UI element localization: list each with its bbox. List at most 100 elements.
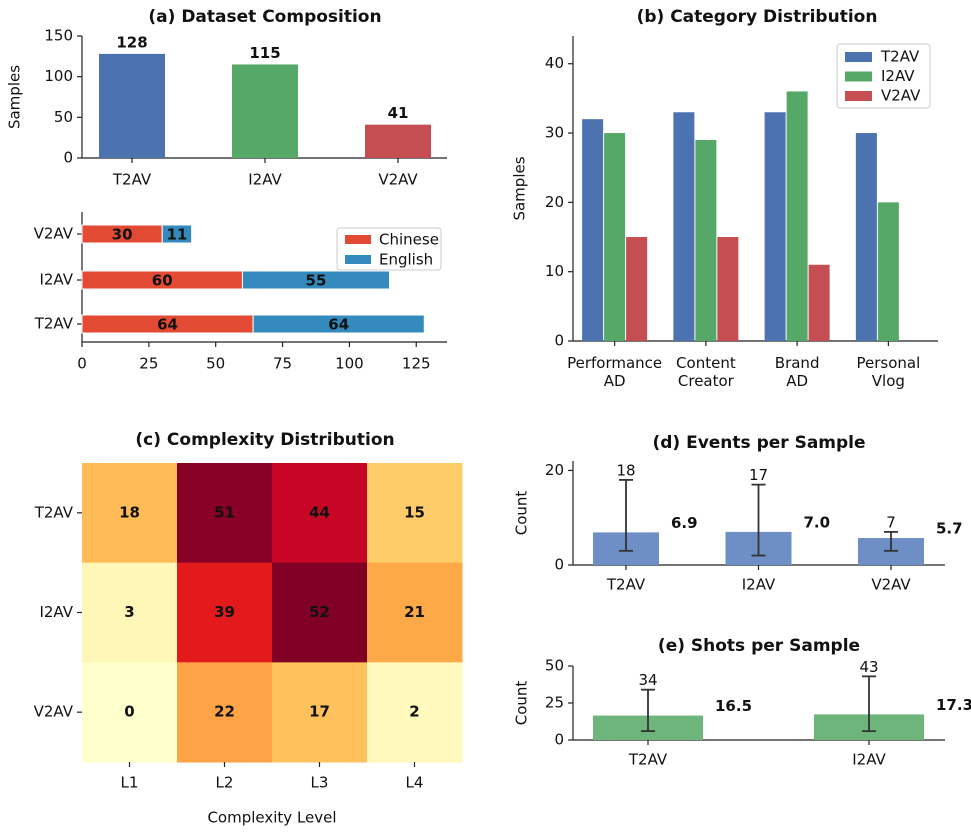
panel-title: (c) Complexity Distribution [135,430,394,450]
segment-label: 55 [306,272,327,290]
heat-cell [82,662,178,763]
max-label: 18 [616,461,635,479]
panel-title: (e) Shots per Sample [658,636,860,656]
bar-segment [241,270,391,290]
y-tick-label: 0 [554,731,564,749]
bar [626,237,648,341]
x-tick-label: 50 [206,355,225,373]
x-tick-label: 25 [139,355,158,373]
y-axis-label: Samples [511,156,529,220]
y-tick-label: 25 [545,694,564,712]
y-tick-label: 150 [44,27,73,45]
bar [582,119,604,341]
y-tick-label: 0 [63,149,73,167]
segment-label: 11 [166,226,187,244]
legend-swatch [845,71,872,82]
panel-title: (b) Category Distribution [637,7,878,27]
x-tick-label: T2AV [628,751,668,769]
x-tick-label: I2AV [248,171,282,189]
bar [717,237,739,341]
value-label: 7.0 [804,513,831,531]
legend-swatch [845,52,872,62]
bar [764,112,786,341]
bar [855,133,877,341]
heat-cell [82,562,178,663]
heat-cell [82,463,178,564]
value-label: 115 [249,44,280,62]
heat-cell [272,662,368,763]
legend-swatch [845,91,872,101]
value-label: 128 [116,33,147,51]
bar [877,202,899,341]
heat-cell [367,562,463,663]
cell-label: 18 [119,503,140,521]
max-label: 43 [859,658,878,676]
heat-cell [367,463,463,564]
legend-swatch [345,235,371,244]
y-tick-label: V2AV [34,225,74,243]
y-tick-label: 0 [554,332,564,350]
y-tick-label: 30 [545,124,564,142]
y-tick-label: 40 [545,54,564,72]
cell-label: 51 [214,503,235,521]
cell-label: 52 [309,603,330,621]
x-tick-label: L4 [406,774,424,792]
y-axis-label: Count [513,681,531,726]
x-tick-label: V2AV [378,171,418,189]
x-tick-label: Brand AD [775,354,820,390]
y-tick-label: 0 [554,556,564,574]
x-tick-label: T2AV [606,576,646,594]
cell-label: 15 [404,503,425,521]
bar [365,124,431,158]
heat-cell [177,463,273,564]
y-tick-label: V2AV [34,703,74,721]
max-label: 34 [638,671,657,689]
y-tick-label: T2AV [34,315,74,333]
y-axis-label: Samples [6,65,24,129]
x-tick-label: L2 [216,774,234,792]
legend-label: English [379,251,433,269]
legend-label: V2AV [881,87,921,105]
heat-cell [272,463,368,564]
max-label: 17 [749,466,768,484]
cell-label: 0 [124,703,134,721]
value-label: 16.5 [715,697,752,715]
x-tick-label: 0 [77,355,87,373]
segment-label: 64 [328,316,349,334]
y-tick-label: 50 [545,657,564,675]
x-tick-label: Performance AD [567,354,662,390]
bar-segment [161,224,193,244]
cell-label: 2 [409,703,419,721]
panel-title: (a) Dataset Composition [148,7,381,27]
bar [99,53,165,158]
legend-label: I2AV [881,67,915,85]
x-tick-label: 100 [335,355,364,373]
cell-label: 3 [124,603,134,621]
legend-label: Chinese [379,231,439,249]
x-tick-label: Content Creator [676,354,736,390]
cell-label: 22 [214,703,235,721]
cell-label: 21 [404,603,425,621]
value-label: 17.3 [936,696,971,714]
x-tick-label: T2AV [112,171,152,189]
y-tick-label: T2AV [34,503,74,521]
cell-label: 39 [214,603,235,621]
cell-label: 17 [309,703,330,721]
heat-cell [272,562,368,663]
segment-label: 60 [152,272,173,290]
y-axis-label: Count [513,491,531,536]
legend-swatch [345,255,371,264]
bar-segment [252,314,425,334]
x-tick-label: V2AV [871,576,911,594]
y-tick-label: I2AV [39,603,73,621]
bar [808,264,830,341]
x-axis-label: Complexity Level [207,809,336,827]
x-tick-label: L3 [311,774,329,792]
x-tick-label: I2AV [852,751,886,769]
bar [673,112,695,341]
x-tick-label: 125 [402,355,431,373]
heat-cell [367,662,463,763]
bar [786,91,808,341]
bar [695,139,717,341]
